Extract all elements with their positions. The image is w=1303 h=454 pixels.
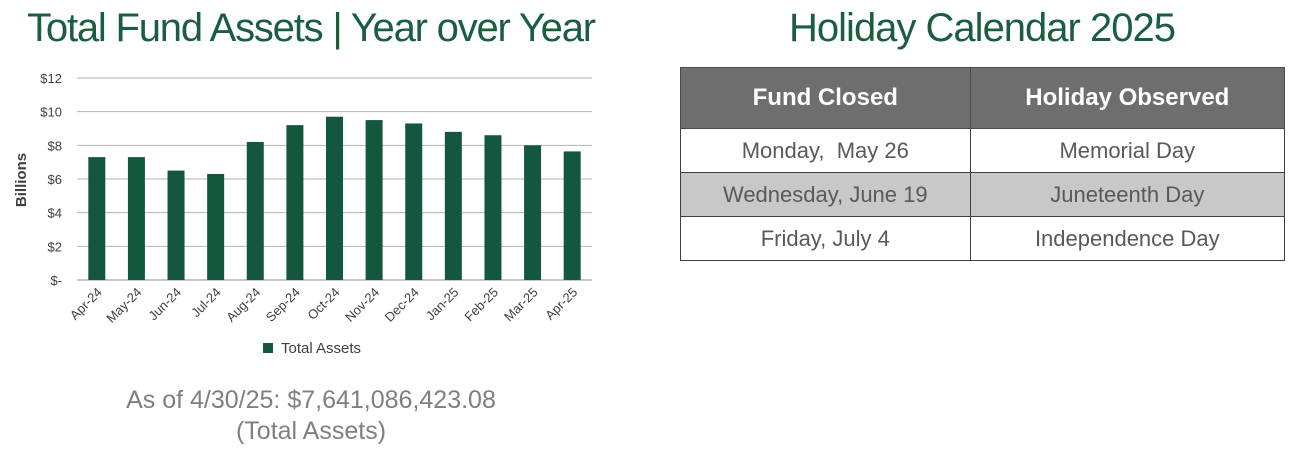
x-tick-label: Jan-25 <box>423 285 462 324</box>
chart-title: Total Fund Assets | Year over Year <box>27 6 596 50</box>
y-axis-label: Billions <box>13 153 30 207</box>
x-tick-label: Jun-24 <box>145 285 184 324</box>
y-tick-label: $10 <box>40 105 62 120</box>
y-tick-label: $- <box>50 273 62 288</box>
bar <box>286 125 304 280</box>
legend: Total Assets <box>263 340 361 357</box>
y-tick-label: $2 <box>48 239 62 254</box>
x-tick-label: Apr-25 <box>542 285 580 323</box>
as-of-caption: (Total Assets) <box>235 417 387 445</box>
y-tick-label: $4 <box>48 206 62 221</box>
x-tick-label: Aug-24 <box>223 285 263 325</box>
table-row: Friday, July 4 Independence Day <box>680 216 1286 261</box>
x-tick-label: Sep-24 <box>263 285 303 325</box>
bar <box>484 135 502 280</box>
bar <box>127 157 145 280</box>
cell-holiday: Independence Day <box>969 216 1286 261</box>
as-of-total: As of 4/30/25: $7,641,086,423.08 <box>126 386 496 414</box>
bar <box>444 131 462 280</box>
x-tick-label: Apr-24 <box>67 285 105 323</box>
bar <box>365 120 383 280</box>
header-holiday-observed: Holiday Observed <box>969 67 1286 129</box>
x-tick-label: Dec-24 <box>382 285 422 325</box>
x-tick-label: Nov-24 <box>342 285 382 325</box>
bar <box>524 145 542 280</box>
holiday-table: Fund Closed Holiday Observed Monday, May… <box>680 67 1286 261</box>
cell-holiday: Juneteenth Day <box>969 172 1286 217</box>
y-tick-label: $12 <box>40 71 62 86</box>
legend-label: Total Assets <box>281 340 361 357</box>
cell-date: Wednesday, June 19 <box>680 172 971 217</box>
holiday-header-row: Fund Closed Holiday Observed <box>680 67 1286 129</box>
cell-holiday: Memorial Day <box>969 128 1286 173</box>
bar <box>563 151 581 280</box>
bar <box>88 157 106 280</box>
table-row: Monday, May 26 Memorial Day <box>680 128 1286 173</box>
y-tick-label: $6 <box>48 172 62 187</box>
header-fund-closed: Fund Closed <box>680 67 971 129</box>
bar <box>167 170 185 280</box>
x-tick-label: Feb-25 <box>461 285 501 325</box>
holiday-title: Holiday Calendar 2025 <box>789 6 1176 50</box>
x-tick-label: Jul-24 <box>188 285 224 321</box>
bars <box>88 116 581 280</box>
x-tick-label: Oct-24 <box>304 285 342 323</box>
legend-swatch <box>263 343 273 353</box>
bar <box>246 141 264 280</box>
cell-date: Monday, May 26 <box>680 128 971 173</box>
x-tick-label: Mar-25 <box>501 285 541 325</box>
cell-date: Friday, July 4 <box>680 216 971 261</box>
x-tick-label: May-24 <box>103 285 144 326</box>
bar <box>405 123 423 280</box>
bar <box>326 116 343 280</box>
bar <box>207 173 225 280</box>
y-tick-label: $8 <box>48 138 62 153</box>
y-axis-ticks: $- $2 $4 $6 $8 $10 $12 <box>40 71 62 288</box>
table-row: Wednesday, June 19 Juneteenth Day <box>680 172 1286 217</box>
